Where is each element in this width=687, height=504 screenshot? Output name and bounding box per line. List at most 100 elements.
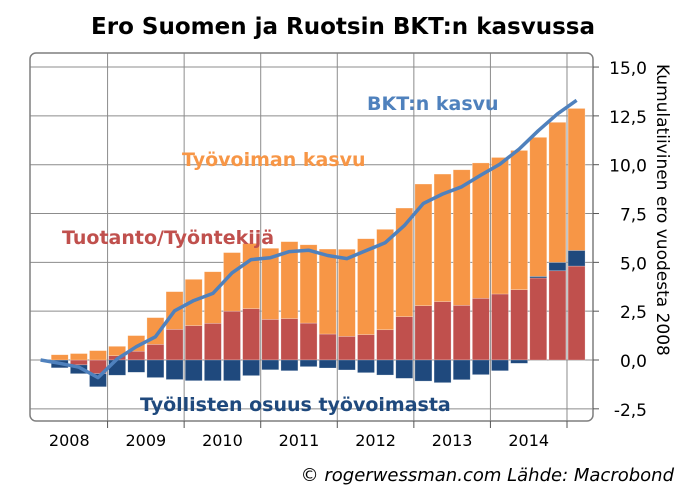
bar-segment [414, 359, 433, 382]
bar-segment [223, 310, 241, 361]
bar-segment [165, 329, 184, 361]
bar-segment [108, 359, 126, 376]
gdp-line [40, 98, 578, 380]
bar-segment [261, 319, 280, 361]
bar-segment [529, 277, 548, 361]
bar-segment [357, 334, 375, 361]
y-tick-label: 7,5 [620, 206, 647, 226]
bar-segment [414, 183, 433, 307]
bar-segment [108, 346, 126, 357]
bar-segment [70, 353, 88, 361]
x-tick-label: 2012 [355, 431, 396, 450]
x-tick-label: 2008 [49, 431, 90, 450]
bar-segment [567, 250, 586, 267]
bar-segment [452, 169, 471, 306]
bar-segment [395, 207, 414, 317]
x-tick-label: 2013 [432, 431, 473, 450]
bar-segment [567, 265, 586, 361]
bar-segment [280, 359, 299, 372]
source-credit: © rogerwessman.com Lähde: Macrobond [301, 465, 675, 486]
bar-segment [261, 247, 280, 320]
bar-segment [472, 359, 490, 375]
bar-segment [318, 359, 337, 369]
y-tick-label: 2,5 [620, 303, 647, 323]
bar-segment [548, 262, 567, 272]
bar-segment [395, 359, 414, 379]
bar-segment [376, 229, 394, 331]
annotation-productivity: Tuotanto/Työntekijä [62, 227, 274, 249]
bar-segment [529, 137, 548, 277]
bar-segment [299, 244, 318, 324]
x-tick-label: 2011 [279, 431, 320, 450]
bar-segment [376, 359, 394, 376]
bar-segment [395, 316, 414, 361]
bar-segment [452, 305, 471, 361]
bar-segment [242, 243, 260, 309]
annotation-employment: Työllisten osuus työvoimasta [140, 394, 451, 416]
bars [50, 108, 586, 388]
bar-segment [452, 359, 471, 381]
bar-segment [414, 305, 433, 361]
bar-segment [50, 354, 69, 361]
bar-segment [280, 318, 299, 361]
bar-segment [223, 359, 241, 382]
bar-segment [146, 359, 165, 378]
bar-segment [491, 293, 509, 361]
y-tick-label: 12,5 [609, 108, 647, 128]
bar-segment [510, 150, 528, 290]
bar-segment [510, 289, 528, 361]
bar-segment [338, 359, 356, 371]
bar-segment [338, 336, 356, 361]
bar-segment [433, 301, 452, 361]
bar-segment [433, 173, 452, 302]
bar-segment [70, 364, 88, 374]
bar-segment [548, 122, 567, 263]
x-tick-label: 2014 [508, 431, 549, 450]
y-tick-label: 15,0 [609, 59, 647, 79]
y-tick-label: -2,5 [614, 401, 647, 421]
bar-segment [510, 359, 528, 364]
bar-segment [299, 359, 318, 367]
bar-segment [357, 238, 375, 335]
bar-segment [338, 248, 356, 337]
x-tick-label: 2010 [202, 431, 243, 450]
y-tick-label: 5,0 [620, 254, 647, 274]
bar-segment [567, 108, 586, 251]
x-axis: 2008 2009 2010 2011 2012 2013 2014 [49, 421, 568, 450]
bar-segment [357, 359, 375, 373]
bar-segment [89, 350, 107, 361]
y-tick-label: 10,0 [609, 157, 647, 177]
bar-segment [165, 359, 184, 380]
bar-segment [318, 248, 337, 335]
bar-segment [127, 359, 146, 373]
bar-segment [146, 344, 165, 361]
bar-segment [261, 359, 280, 371]
bar-segment [184, 359, 203, 382]
bar-segment [548, 270, 567, 361]
bar-segment [242, 359, 260, 376]
annotation-labour: Työvoiman kasvu [182, 149, 366, 171]
bar-segment [204, 322, 222, 361]
bar-segment [70, 359, 88, 366]
bar-segment [433, 359, 452, 383]
bar-segment [242, 308, 260, 361]
bar-segment [184, 325, 203, 361]
bar-segment [491, 157, 509, 295]
bar-segment [318, 333, 337, 361]
bar-segment [299, 322, 318, 361]
y-axis-title: Kumulatiivinen ero vuodesta 2008 [652, 64, 672, 356]
bar-segment [491, 359, 509, 372]
chart-title: Ero Suomen ja Ruotsin BKT:n kasvussa [91, 14, 595, 40]
y-axis: 15,0 12,5 10,0 7,5 5,0 2,5 0,0 -2,5 [593, 59, 647, 421]
plot-frame [29, 52, 594, 422]
bar-segment [376, 329, 394, 361]
bar-segment [472, 162, 490, 299]
bar-segment [204, 359, 222, 382]
bar-segment [280, 241, 299, 319]
y-tick-label: 0,0 [620, 352, 647, 372]
bar-segment [472, 297, 490, 361]
bar-segment [223, 252, 241, 312]
annotation-gdp: BKT:n kasvu [367, 93, 499, 115]
x-tick-label: 2009 [125, 431, 166, 450]
